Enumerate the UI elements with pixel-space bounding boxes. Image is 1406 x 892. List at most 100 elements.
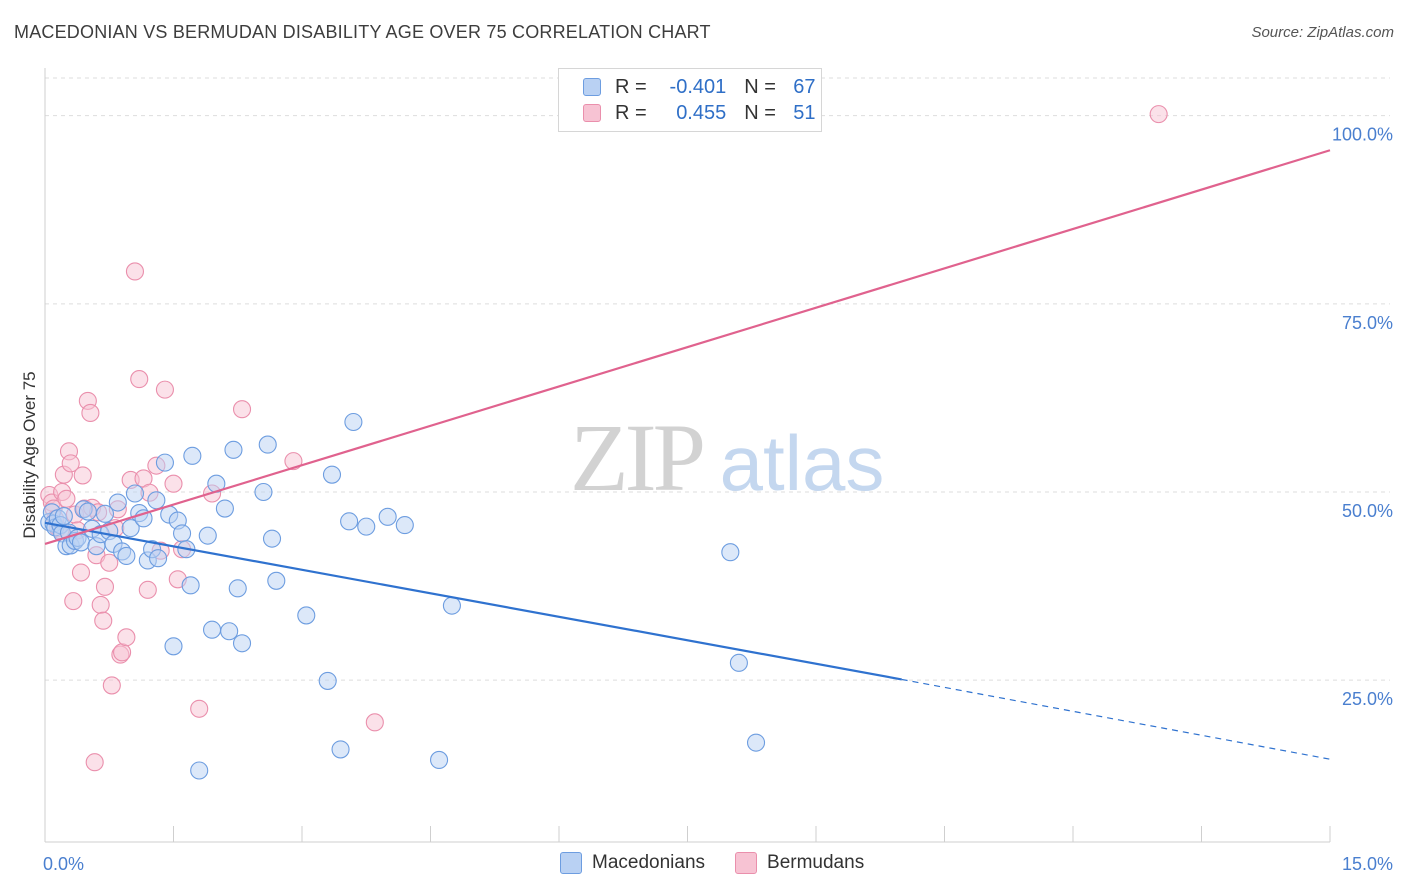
data-point	[164, 637, 183, 656]
y-tick-label: 100.0%	[1332, 125, 1393, 145]
data-point	[125, 484, 144, 503]
data-point	[267, 571, 286, 590]
y-tick-label: 75.0%	[1342, 313, 1393, 333]
data-point	[117, 546, 136, 566]
data-point	[91, 595, 110, 614]
legend-r-label: R =	[615, 101, 647, 124]
data-point	[258, 435, 277, 454]
data-point	[190, 699, 209, 718]
axes	[44, 68, 1331, 843]
legend-n-value: 51	[793, 101, 816, 124]
data-point	[442, 596, 461, 615]
legend-label-macedonians: Macedonians	[592, 852, 706, 873]
data-point	[54, 507, 73, 526]
y-tick-label: 50.0%	[1342, 501, 1393, 521]
watermark-atlas: atlas	[720, 419, 885, 507]
trend-line-extension	[901, 678, 1331, 760]
macedonian-swatch	[583, 78, 601, 96]
macedonian-legend-swatch	[560, 852, 582, 874]
data-point	[357, 517, 376, 536]
data-point	[64, 592, 83, 611]
data-point	[331, 740, 350, 759]
series-legend: Macedonians Bermudans	[560, 852, 894, 874]
trend-lines	[44, 149, 1331, 760]
data-point	[340, 512, 359, 531]
legend-r-label: R =	[615, 75, 647, 98]
bermudan-legend-swatch	[735, 852, 758, 874]
series-macedonians	[40, 412, 766, 780]
data-point	[121, 519, 140, 538]
data-point	[117, 628, 136, 647]
data-point	[378, 507, 397, 526]
data-point	[149, 549, 168, 568]
watermark: ZIP atlas	[570, 404, 884, 511]
chart-title: MACEDONIAN VS BERMUDAN DISABILITY AGE OV…	[14, 22, 711, 42]
data-point	[108, 493, 127, 512]
data-point	[224, 440, 243, 459]
data-point	[262, 529, 282, 548]
data-point	[155, 380, 174, 399]
data-point	[78, 502, 97, 521]
data-point	[729, 653, 748, 672]
data-point	[190, 761, 209, 780]
data-point	[254, 482, 273, 502]
data-point	[102, 676, 121, 695]
data-point	[130, 370, 149, 389]
data-point	[203, 620, 222, 639]
data-point	[365, 713, 384, 732]
bermudan-swatch	[583, 104, 601, 122]
data-point	[228, 579, 247, 598]
data-point	[164, 474, 183, 493]
data-point	[113, 643, 132, 662]
data-point	[95, 504, 115, 523]
legend-item-macedonians: Macedonians	[560, 852, 705, 874]
legend-row-bermudans: R = 0.455 N = 51	[583, 100, 816, 126]
data-point	[198, 526, 217, 545]
legend-n-value: 67	[793, 75, 816, 98]
data-point	[183, 446, 202, 465]
y-tick-label: 25.0%	[1342, 689, 1393, 709]
data-point	[100, 553, 119, 572]
data-point	[746, 733, 766, 752]
trend-line	[44, 521, 902, 681]
data-point	[57, 489, 76, 508]
data-point	[1149, 105, 1168, 124]
data-point	[147, 491, 166, 510]
data-point	[215, 499, 234, 518]
data-point	[125, 262, 144, 281]
legend-label-bermudans: Bermudans	[767, 852, 865, 873]
data-point	[721, 543, 740, 562]
x-tick-label: 0.0%	[43, 854, 84, 874]
data-point	[232, 400, 252, 419]
legend-row-macedonians: R = -0.401 N = 67	[583, 74, 816, 100]
data-point	[181, 576, 200, 595]
data-point	[322, 465, 342, 484]
correlation-legend: R = -0.401 N = 67 R = 0.455 N = 51	[558, 68, 822, 132]
tick-labels: 25.0% 50.0% 75.0% 100.0% 0.0% 15.0%	[43, 125, 1393, 874]
legend-n-label: N =	[744, 75, 776, 98]
data-point	[95, 577, 115, 596]
legend-n-label: N =	[744, 101, 776, 124]
data-point	[71, 563, 91, 582]
data-point	[318, 671, 337, 690]
data-point	[85, 753, 104, 772]
x-tick-label: 15.0%	[1342, 854, 1393, 874]
source-label: Source: ZipAtlas.com	[1251, 24, 1394, 41]
data-point	[155, 453, 174, 472]
data-point	[173, 524, 192, 543]
data-point	[94, 611, 113, 630]
data-point	[81, 403, 100, 423]
data-point	[232, 634, 252, 653]
data-point	[71, 533, 91, 552]
data-point	[220, 622, 239, 641]
watermark-zip: ZIP	[570, 404, 703, 511]
data-point	[73, 466, 92, 485]
data-point	[344, 412, 363, 432]
data-point	[395, 516, 414, 535]
legend-r-value: -0.401	[669, 75, 727, 98]
legend-item-bermudans: Bermudans	[735, 852, 864, 874]
trend-line	[44, 149, 1331, 545]
y-axis-label: Disability Age Over 75	[20, 371, 39, 538]
data-point	[61, 454, 80, 473]
